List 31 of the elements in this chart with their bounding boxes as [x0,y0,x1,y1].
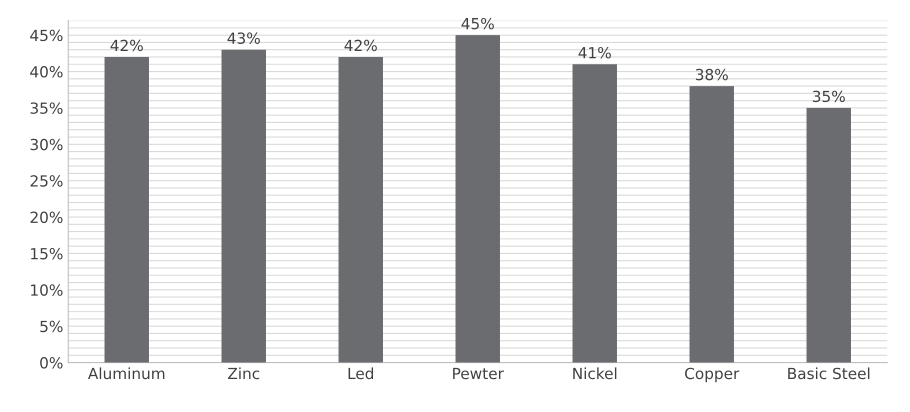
y-tick-label: 30% [30,138,63,150]
y-tick-label: 25% [30,175,63,187]
y-tick-label: 45% [30,30,63,42]
x-tick-label: Aluminum [88,367,164,380]
data-label: 35% [812,90,845,102]
x-tick-label: Led [348,367,374,380]
bar [690,86,734,363]
x-tick-label: Nickel [573,367,616,380]
x-tick-label: Pewter [453,368,504,380]
y-tick-label: 15% [31,248,63,260]
x-tick-label: Zinc [228,367,260,380]
y-tick-label: 10% [31,284,63,296]
y-tick-label: 40% [30,66,63,78]
bar [338,56,383,363]
data-label: 42% [110,40,143,52]
data-label: 41% [578,46,611,59]
bar [104,56,149,363]
data-label: 42% [344,40,377,52]
y-tick-label: 20% [30,212,63,224]
y-tick-label: 0% [40,357,63,369]
y-tick-label: 5% [40,320,63,332]
data-label: 43% [228,32,260,44]
bar [222,50,266,363]
bar [572,64,617,363]
y-tick-label: 35% [30,102,63,114]
bar [806,108,851,363]
data-label: 38% [696,68,728,80]
x-tick-label: Basic Steel [788,367,870,380]
bar [456,35,500,363]
x-tick-label: Copper [685,368,740,382]
data-label: 45% [462,18,494,30]
